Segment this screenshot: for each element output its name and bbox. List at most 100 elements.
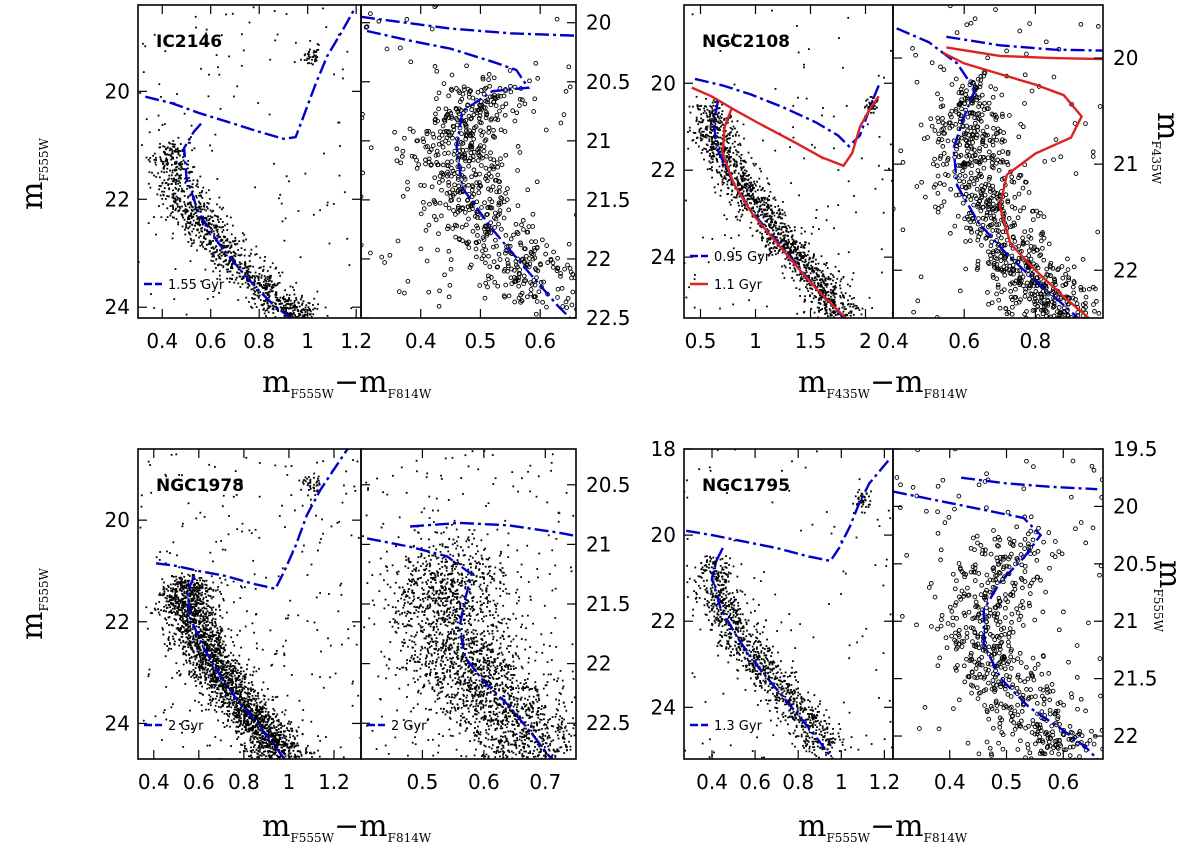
x-tick-label: 1 xyxy=(835,770,848,794)
x-tick-label: 1 xyxy=(301,329,314,353)
x-tick-label: 1.2 xyxy=(318,770,350,794)
xlabel-bottom-left: mF555W−mF814W xyxy=(262,809,432,845)
y-tick-label: 22 xyxy=(105,610,130,634)
panel-6: 0.5 0.6 0.7 20.5 21 21.5 22 22.5 2 Gyr xyxy=(360,448,631,794)
xlabel-top-right: mF435W−mF814W xyxy=(798,365,968,401)
y-tick-label: 22 xyxy=(1113,258,1138,282)
x-tick-label: 0.4 xyxy=(696,770,728,794)
y-tick-label: 21.5 xyxy=(586,188,631,212)
star-points xyxy=(894,449,1103,759)
y-tick-label: 18 xyxy=(651,437,676,461)
isochrone-line xyxy=(145,9,355,141)
x-tick-label: 0.4 xyxy=(877,329,909,353)
ylabel-top-right: mF435W xyxy=(1149,112,1185,185)
isochrone-line xyxy=(946,46,1103,61)
x-tick-label: 0.6 xyxy=(195,329,227,353)
cluster-name: NGC1978 xyxy=(156,476,244,496)
isochrones xyxy=(893,476,1099,759)
y-tick-label: 20 xyxy=(651,71,676,95)
isochrones xyxy=(361,15,576,318)
panel-5: 0.4 0.6 0.8 1 1.2 20 22 24 NGC1978 2 Gyr xyxy=(105,448,362,794)
xlabel-top-left: mF555W−mF814W xyxy=(262,365,432,401)
x-tick-label: 0.8 xyxy=(243,329,275,353)
isochrones xyxy=(686,456,892,759)
y-tick-label: 22 xyxy=(586,652,611,676)
x-tick-label: 0.4 xyxy=(405,329,437,353)
y-tick-label: 19.5 xyxy=(1113,437,1158,461)
isochrone-line xyxy=(942,51,1090,318)
x-tick-label: 0.6 xyxy=(183,770,215,794)
y-tick-label: 22 xyxy=(651,609,676,633)
ylabel-bottom-right: mF555W xyxy=(1151,560,1187,633)
legend-label: 0.95 Gyr xyxy=(714,250,771,265)
y-tick-label: 22.5 xyxy=(586,711,631,735)
legend-label: 1.1 Gyr xyxy=(714,278,763,293)
x-tick-label: 1 xyxy=(749,329,762,353)
y-tick-label: 24 xyxy=(651,695,676,719)
panel-3: 0.5 1 1.5 2 20 22 24 NGC2108 0.95 Gyr 1.1 Gyr xyxy=(651,4,894,353)
y-tick-label: 20 xyxy=(105,79,130,103)
cluster-name: NGC2108 xyxy=(702,32,790,52)
y-tick-label: 21 xyxy=(586,129,611,153)
panels-layer: 0.4 0.6 0.8 1 1.2 20 22 24 IC2146 1.55 Gyr 0.4 0.5 0… xyxy=(105,4,1158,794)
isochrone-line xyxy=(896,27,1079,318)
y-tick-label: 21.5 xyxy=(1113,667,1158,691)
isochrone-line xyxy=(694,77,880,148)
panel-frame xyxy=(892,448,1104,760)
isochrone-line xyxy=(721,108,847,318)
y-tick-label: 20 xyxy=(586,11,611,35)
x-tick-label: 1 xyxy=(283,770,296,794)
x-tick-label: 0.5 xyxy=(465,329,497,353)
ylabel-bottom-left: mF555W xyxy=(15,567,51,640)
y-tick-label: 22 xyxy=(651,158,676,182)
isochrone-line xyxy=(410,521,576,538)
x-tick-label: 0.8 xyxy=(1019,329,1051,353)
x-tick-label: 0.7 xyxy=(529,770,561,794)
y-tick-label: 20 xyxy=(1113,46,1138,70)
x-tick-label: 0.4 xyxy=(146,329,178,353)
legend-label: 2 Gyr xyxy=(391,719,427,734)
cluster-name: IC2146 xyxy=(156,32,222,52)
panel-1: 0.4 0.6 0.8 1 1.2 20 22 24 IC2146 1.55 Gyr xyxy=(105,4,372,353)
x-tick-label: 1.2 xyxy=(868,770,900,794)
star-points xyxy=(361,5,576,318)
star-points xyxy=(684,449,893,759)
isochrone-line xyxy=(691,86,880,168)
x-tick-label: 0.4 xyxy=(934,770,966,794)
isochrone-line xyxy=(366,537,553,759)
isochrones xyxy=(896,27,1103,318)
isochrones xyxy=(145,9,355,318)
isochrone-line xyxy=(361,15,576,37)
x-tick-label: 1.5 xyxy=(795,329,827,353)
y-tick-label: 20.5 xyxy=(1113,552,1158,576)
legend-label: 1.55 Gyr xyxy=(168,278,225,293)
legend-label: 1.3 Gyr xyxy=(714,719,763,734)
isochrone-line xyxy=(946,35,1103,52)
y-tick-label: 21 xyxy=(1113,152,1138,176)
star-points xyxy=(138,6,353,318)
x-tick-label: 0.5 xyxy=(685,329,717,353)
isochrone-line xyxy=(182,122,292,318)
isochrone-line xyxy=(155,449,349,591)
y-tick-label: 20 xyxy=(105,508,130,532)
y-tick-label: 21.5 xyxy=(586,592,631,616)
x-tick-label: 0.8 xyxy=(228,770,260,794)
panel-frame xyxy=(892,4,1104,319)
x-tick-label: 0.6 xyxy=(468,770,500,794)
y-tick-label: 22 xyxy=(586,247,611,271)
xlabel-bottom-right: mF555W−mF814W xyxy=(798,809,968,845)
y-tick-label: 24 xyxy=(105,295,130,319)
legend-label: 2 Gyr xyxy=(168,719,204,734)
isochrones xyxy=(155,449,349,759)
isochrone-line xyxy=(960,476,1098,491)
y-tick-label: 20 xyxy=(1113,494,1138,518)
y-tick-label: 20.5 xyxy=(586,70,631,94)
y-tick-label: 20 xyxy=(651,523,676,547)
panel-2: 0.4 0.5 0.6 20 20.5 21 21.5 22 22.5 xyxy=(360,4,631,353)
x-tick-label: 0.5 xyxy=(991,770,1023,794)
isochrones xyxy=(691,77,880,318)
panel-8: 0.4 0.5 0.6 19.5 20 20.5 21 21.5 22 xyxy=(892,437,1158,794)
x-tick-label: 2 xyxy=(859,329,872,353)
x-tick-label: 0.6 xyxy=(948,329,980,353)
